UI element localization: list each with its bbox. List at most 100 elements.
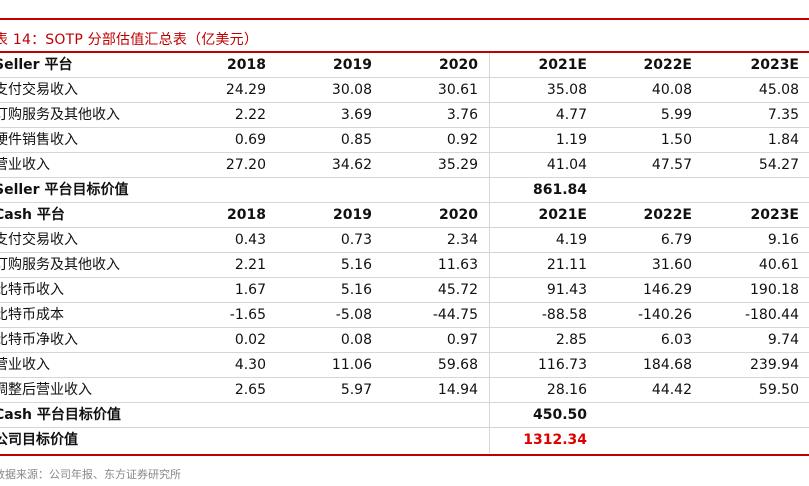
table-cell: 4.19 [555, 232, 587, 248]
year-header: 2022E [643, 57, 692, 73]
table-cell: -1.65 [229, 307, 266, 323]
table-cell: 24.29 [225, 82, 266, 98]
table-cell: 27.20 [225, 157, 266, 173]
table-cell: 35.29 [437, 157, 478, 173]
year-header: 2019 [333, 57, 372, 73]
top-rule [0, 18, 809, 20]
table-cell: 5.97 [340, 382, 372, 398]
year-header: 2018 [227, 207, 266, 223]
table-row: 比特币成本 -1.65 -5.08 -44.75 -88.58 -140.26 -180.4… [0, 303, 809, 328]
table-cell: 7.35 [767, 107, 799, 123]
table-cell: 59.68 [437, 357, 478, 373]
table-cell: 1.19 [555, 132, 587, 148]
source-note: 数据来源：公司年报、东方证券研究所 [0, 468, 181, 481]
row-label: 营业收入 [0, 357, 50, 373]
section-header-row: Seller 平台 2018 2019 2020 2021E 2022E 2023E [0, 53, 809, 78]
row-label: 硬件销售收入 [0, 132, 78, 148]
table-cell: 9.16 [767, 232, 799, 248]
table-cell: 2.22 [234, 107, 266, 123]
year-header: 2021E [538, 57, 587, 73]
table-cell: 91.43 [546, 282, 587, 298]
row-label: 订购服务及其他收入 [0, 107, 120, 123]
table-cell: 47.57 [651, 157, 692, 173]
table-cell: 239.94 [750, 357, 799, 373]
table-cell: 0.85 [340, 132, 372, 148]
target-value-row: Cash 平台目标价值 450.50 [0, 403, 809, 428]
table-cell: 0.97 [446, 332, 478, 348]
table-cell: -44.75 [432, 307, 478, 323]
company-target-label: 公司目标价值 [0, 432, 78, 448]
row-label: 营业收入 [0, 157, 50, 173]
table-cell: 4.30 [234, 357, 266, 373]
table-cell: 6.03 [660, 332, 692, 348]
table-cell: 44.42 [651, 382, 692, 398]
table-cell: 21.11 [546, 257, 587, 273]
table-cell: 5.16 [340, 257, 372, 273]
table-cell: 35.08 [546, 82, 587, 98]
table-cell: 1.50 [660, 132, 692, 148]
year-header: 2022E [643, 207, 692, 223]
table-cell: 54.27 [758, 157, 799, 173]
table-cell: 45.72 [437, 282, 478, 298]
table-cell: 3.76 [446, 107, 478, 123]
target-label: Cash 平台目标价值 [0, 407, 121, 423]
table-cell: 0.92 [446, 132, 478, 148]
table-cell: 1.84 [767, 132, 799, 148]
table-cell: 11.06 [331, 357, 372, 373]
table-cell: 40.61 [758, 257, 799, 273]
table-cell: 5.16 [340, 282, 372, 298]
table-cell: 6.79 [660, 232, 692, 248]
table-row: 营业收入 4.30 11.06 59.68 116.73 184.68 239.94 [0, 353, 809, 378]
row-label: 支付交易收入 [0, 232, 78, 248]
year-header: 2020 [439, 207, 478, 223]
table-cell: 30.61 [437, 82, 478, 98]
table-cell: 5.99 [660, 107, 692, 123]
table-cell: 45.08 [758, 82, 799, 98]
table-row: 比特币净收入 0.02 0.08 0.97 2.85 6.03 9.74 [0, 328, 809, 353]
table-cell: 30.08 [331, 82, 372, 98]
year-header: 2020 [439, 57, 478, 73]
table-cell: 1.67 [234, 282, 266, 298]
year-header: 2023E [750, 207, 799, 223]
year-header: 2018 [227, 57, 266, 73]
table-row: 订购服务及其他收入 2.21 5.16 11.63 21.11 31.60 40.61 [0, 253, 809, 278]
table-cell: 2.65 [234, 382, 266, 398]
table-caption: 表 14：SOTP 分部估值汇总表（亿美元） [0, 32, 259, 48]
table-cell: 41.04 [546, 157, 587, 173]
table-cell: 184.68 [643, 357, 692, 373]
table-cell: 31.60 [651, 257, 692, 273]
table-cell: 59.50 [758, 382, 799, 398]
year-header: 2023E [750, 57, 799, 73]
row-label: 比特币收入 [0, 282, 64, 298]
table-cell: 0.73 [340, 232, 372, 248]
table-cell: 2.85 [555, 332, 587, 348]
table-cell: 0.08 [340, 332, 372, 348]
year-header: 2021E [538, 207, 587, 223]
column-divider [489, 428, 490, 453]
table-cell: -5.08 [335, 307, 372, 323]
table-cell: -88.58 [541, 307, 587, 323]
target-value-row: Seller 平台目标价值 861.84 [0, 178, 809, 203]
table-cell: -140.26 [637, 307, 692, 323]
table-row: 调整后营业收入 2.65 5.97 14.94 28.16 44.42 59.50 [0, 378, 809, 403]
table-cell: 28.16 [546, 382, 587, 398]
section-title: Seller 平台 [0, 57, 73, 73]
table-cell: 190.18 [750, 282, 799, 298]
company-target-row: 公司目标价值 1312.34 [0, 428, 809, 453]
table-row: 支付交易收入 24.29 30.08 30.61 35.08 40.08 45.08 [0, 78, 809, 103]
table-cell: 146.29 [643, 282, 692, 298]
table-cell: 2.34 [446, 232, 478, 248]
table-row: 支付交易收入 0.43 0.73 2.34 4.19 6.79 9.16 [0, 228, 809, 253]
table-cell: 14.94 [437, 382, 478, 398]
table-cell: 0.02 [234, 332, 266, 348]
table-row: 硬件销售收入 0.69 0.85 0.92 1.19 1.50 1.84 [0, 128, 809, 153]
table-cell: 2.21 [234, 257, 266, 273]
table-cell: 9.74 [767, 332, 799, 348]
table-cell: 0.43 [234, 232, 266, 248]
row-label: 调整后营业收入 [0, 382, 92, 398]
table-cell: 34.62 [331, 157, 372, 173]
table-cell: -180.44 [744, 307, 799, 323]
table-cell: 0.69 [234, 132, 266, 148]
table-cell: 116.73 [538, 357, 587, 373]
row-label: 比特币净收入 [0, 332, 78, 348]
